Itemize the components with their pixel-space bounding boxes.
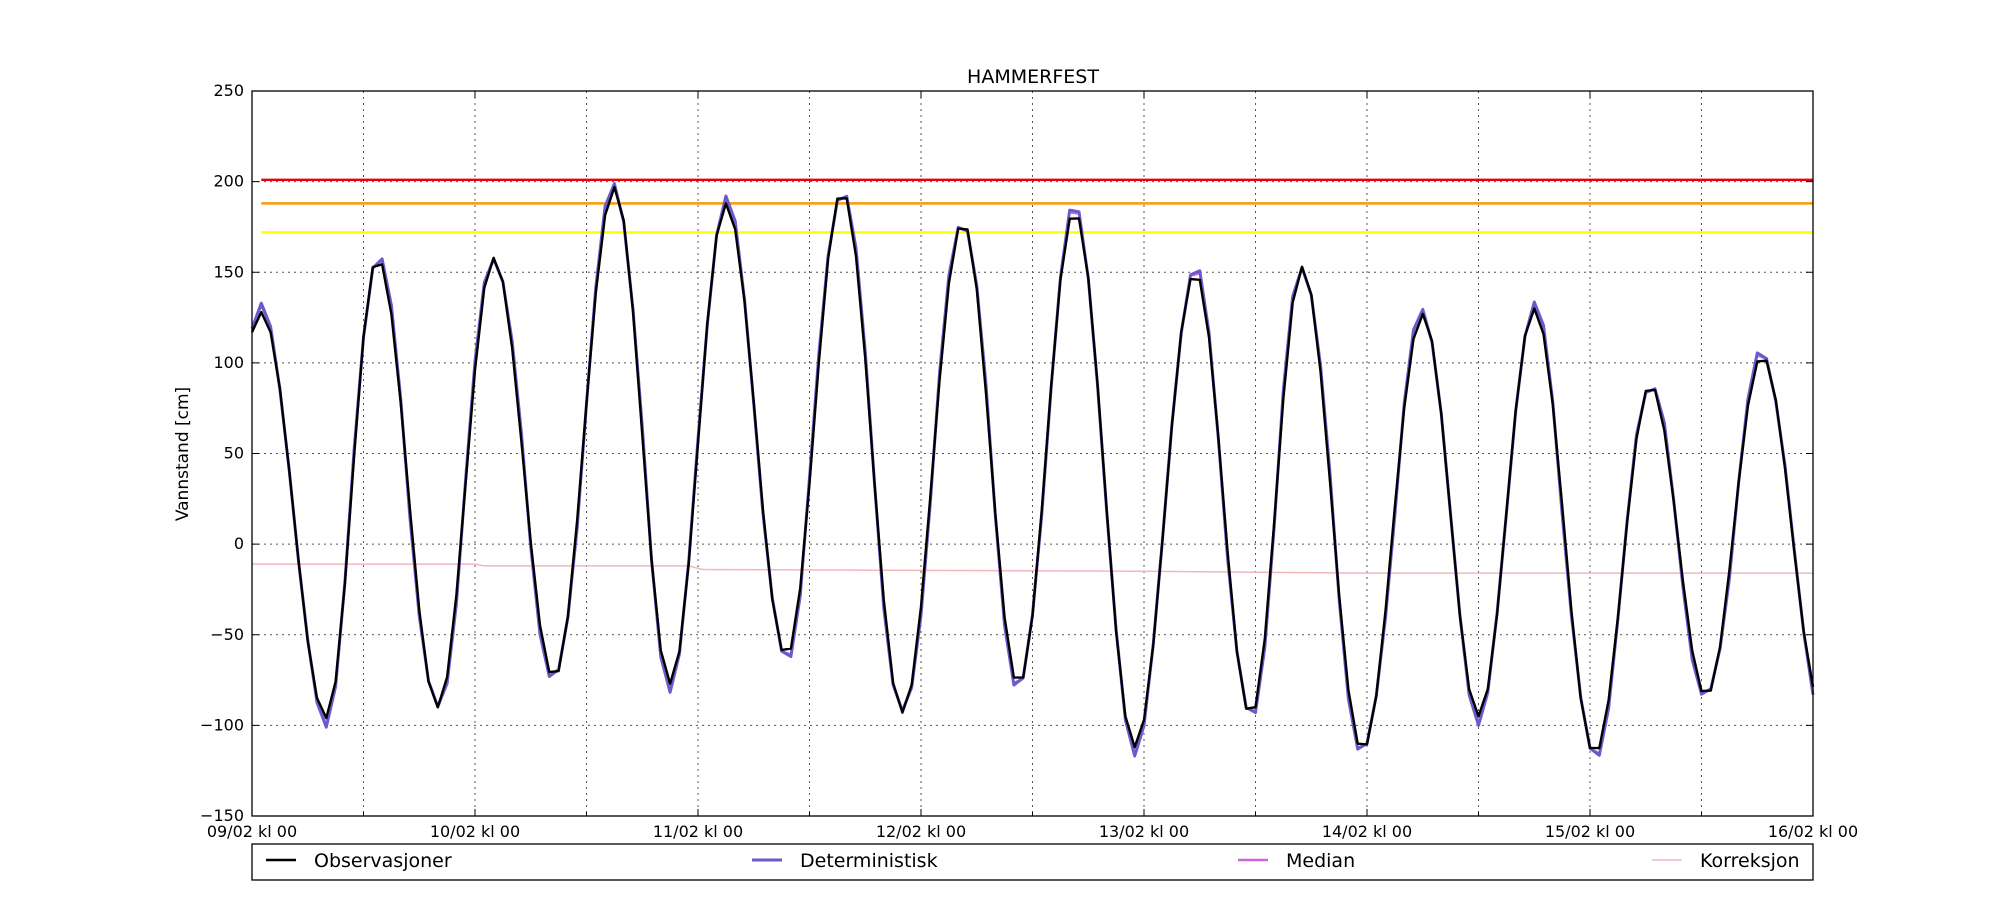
y-axis-ticks: −150 −100 −50 0 50 100 150 200 250 [200, 81, 1813, 825]
y-tick-label: −100 [200, 715, 244, 734]
legend-label-deterministisk: Deterministisk [800, 850, 938, 872]
legend-label-korreksjon: Korreksjon [1700, 850, 1800, 872]
y-tick-label: −150 [200, 806, 244, 825]
y-tick-label: 50 [224, 444, 244, 463]
series-line-observasjoner [250, 185, 1815, 750]
y-tick-label: 0 [234, 534, 244, 553]
chart-title: HAMMERFEST [967, 66, 1099, 88]
y-tick-label: 100 [213, 353, 244, 372]
y-tick-label: 250 [213, 81, 244, 100]
x-tick-label: 14/02 kl 00 [1322, 822, 1412, 841]
x-tick-label: 16/02 kl 00 [1768, 822, 1858, 841]
series-lines [250, 182, 1815, 758]
x-tick-label: 12/02 kl 00 [876, 822, 966, 841]
x-tick-label: 13/02 kl 00 [1099, 822, 1189, 841]
y-tick-label: 150 [213, 262, 244, 281]
grid [252, 91, 1813, 816]
x-axis-ticks: 09/02 kl 00 10/02 kl 00 11/02 kl 00 12/02 k… [207, 91, 1858, 841]
legend: Observasjoner Deterministisk Median Korr… [251, 843, 1814, 881]
y-axis-label: Vannstand [cm] [173, 387, 193, 521]
x-tick-label: 09/02 kl 00 [207, 822, 297, 841]
legend-frame [251, 843, 1814, 881]
series-line-korreksjon [252, 563, 1813, 574]
y-tick-label: −50 [210, 625, 244, 644]
x-tick-label: 11/02 kl 00 [653, 822, 743, 841]
legend-label-observasjoner: Observasjoner [314, 850, 452, 872]
x-tick-label: 10/02 kl 00 [430, 822, 520, 841]
threshold-lines [261, 178, 1813, 234]
y-tick-label: 200 [213, 172, 244, 191]
legend-label-median: Median [1286, 850, 1355, 872]
x-tick-label: 15/02 kl 00 [1545, 822, 1635, 841]
